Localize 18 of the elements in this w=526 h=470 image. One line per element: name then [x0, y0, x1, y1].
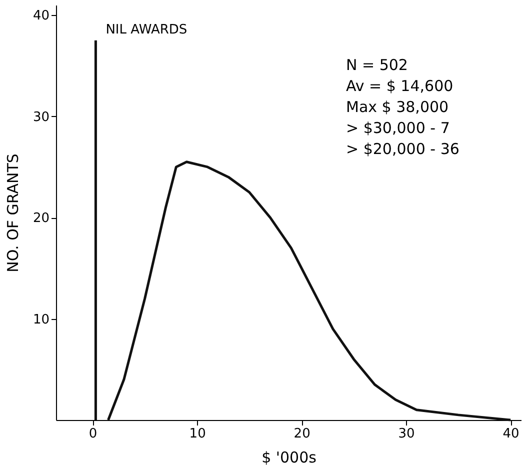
x-tick-label: 20 — [294, 426, 310, 442]
y-tick-label: 10 — [32, 312, 50, 328]
annotation: Av = $ 14,600 — [346, 77, 454, 95]
annotation: > $20,000 - 36 — [346, 140, 460, 158]
y-axis-title: NO. OF GRANTS — [4, 154, 22, 272]
y-tick-label: 30 — [32, 110, 50, 125]
x-tick-label: 0 — [88, 426, 98, 442]
x-tick-label: 40 — [502, 426, 520, 442]
x-axis-title: $ '000s — [262, 448, 317, 466]
y-tick-label: 40 — [32, 8, 50, 24]
line-series — [106, 160, 512, 422]
annotation: Max $ 38,000 — [346, 98, 449, 116]
annotation: > $30,000 - 7 — [346, 119, 450, 137]
y-tick-label: 20 — [32, 211, 50, 226]
x-tick-label: 10 — [189, 426, 206, 442]
annotation: N = 502 — [346, 56, 408, 74]
x-tick-label: 30 — [398, 426, 415, 442]
annotation: NIL AWARDS — [106, 22, 188, 38]
